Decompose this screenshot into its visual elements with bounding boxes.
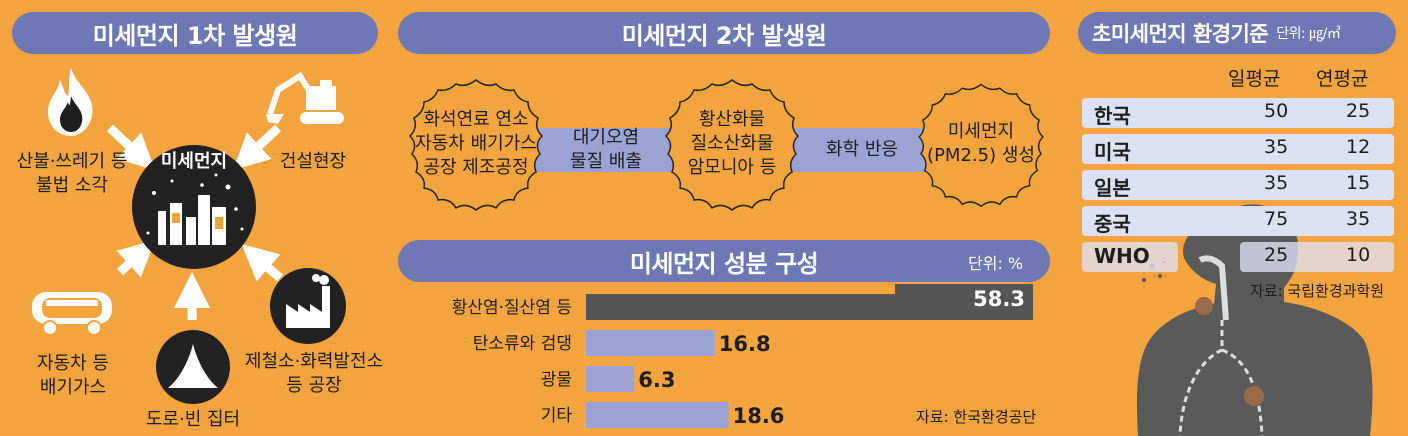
country-name: 미국 (1094, 140, 1131, 164)
table-row-usa: 미국 35 12 (1082, 134, 1394, 164)
annual-value: 12 (1346, 136, 1371, 158)
standards-title: 초미세먼지 환경기준 (1092, 22, 1269, 46)
standards-unit: 단위: ㎍/㎥ (1276, 26, 1341, 42)
table-row-who-values: 25 10 (1240, 242, 1394, 272)
source-label-road: 도로·빈 집터 (145, 409, 241, 430)
panel1-arrows (106, 124, 283, 320)
flow-arrow1-text: 대기오염 물질 배출 (570, 127, 642, 172)
country-name: WHO (1094, 244, 1150, 268)
daily-value: 50 (1264, 100, 1289, 122)
flow-arrow2-text: 화학 반응 (826, 139, 898, 160)
factory-icon (270, 268, 346, 344)
standards-source: 자료: 국립환경과학원 (1250, 282, 1385, 300)
dust-pile-icon (156, 330, 230, 404)
source-label-construction: 건설현장 (279, 151, 347, 172)
value-label: 16.8 (719, 332, 771, 356)
daily-value: 35 (1264, 136, 1289, 158)
flow-bubble-2 (664, 79, 800, 211)
bar (586, 366, 635, 392)
table-row-japan: 일본 35 15 (1082, 170, 1394, 200)
value-label: 58.3 (973, 287, 1025, 311)
flow-step2-text: 황산화물 질소산화물 암모니아 등 (687, 109, 777, 178)
composition-source: 자료: 한국환경공단 (916, 408, 1037, 426)
human-silhouette (1136, 204, 1373, 436)
standards-title-bar: 초미세먼지 환경기준 단위: ㎍/㎥ (1078, 12, 1396, 54)
composition-title: 미세먼지 성분 구성 (629, 249, 819, 278)
annual-value: 10 (1346, 244, 1371, 266)
country-name: 중국 (1094, 212, 1131, 236)
daily-value: 75 (1264, 208, 1289, 230)
bar (586, 402, 729, 428)
annual-value: 15 (1346, 172, 1371, 194)
center-circle (132, 145, 256, 269)
category-label: 황산염·질산염 등 (452, 298, 572, 318)
category-label: 기타 (541, 406, 573, 426)
panel2-title: 미세먼지 2차 발생원 (398, 12, 1050, 54)
flow-step3-text: 미세먼지 (PM2.5) 생성 (927, 121, 1035, 166)
source-label-factory: 제철소·화력발전소 등 공장 (244, 351, 384, 396)
excavator-icon (266, 70, 348, 126)
table-row-who: WHO (1082, 242, 1178, 272)
category-label: 탄소류와 검댕 (473, 334, 572, 354)
flow-bubble-3 (918, 83, 1044, 208)
value-label: 18.6 (733, 404, 785, 428)
source-label-vehicle: 자동차 등 배기가스 (37, 353, 109, 398)
daily-value: 25 (1264, 244, 1289, 266)
composition-unit: 단위: % (968, 254, 1024, 273)
table-row-china: 중국 75 35 (1082, 206, 1394, 236)
center-label: 미세먼지 (160, 151, 228, 172)
flow-bubble-1 (408, 79, 544, 211)
col-header-annual: 연평균 (1316, 68, 1369, 90)
daily-value: 35 (1264, 172, 1289, 194)
fire-icon (42, 66, 100, 138)
value-label: 6.3 (638, 368, 675, 392)
annual-value: 25 (1346, 100, 1371, 122)
composition-chart: 황산염·질산염 등 58.3 탄소류와 검댕 16.8 광물 6.3 기타 18.6 (452, 284, 1033, 428)
country-name: 일본 (1094, 176, 1131, 200)
annual-value: 35 (1346, 208, 1371, 230)
flow-step1-text: 화석연료 연소 자동차 배기가스 공장 제조공정 (415, 109, 537, 178)
panel1-title: 미세먼지 1차 발생원 (12, 12, 378, 54)
col-header-daily: 일평균 (1228, 68, 1281, 90)
source-label-burning: 산불·쓰레기 등 불법 소각 (16, 151, 128, 196)
composition-title-bar: 미세먼지 성분 구성 (398, 240, 1050, 282)
table-row-korea: 한국 50 25 (1082, 98, 1394, 128)
bar (586, 330, 715, 356)
country-name: 한국 (1094, 104, 1131, 128)
bar-label-tab (894, 284, 1033, 310)
tanker-truck-icon (32, 286, 112, 336)
category-label: 광물 (541, 370, 572, 390)
